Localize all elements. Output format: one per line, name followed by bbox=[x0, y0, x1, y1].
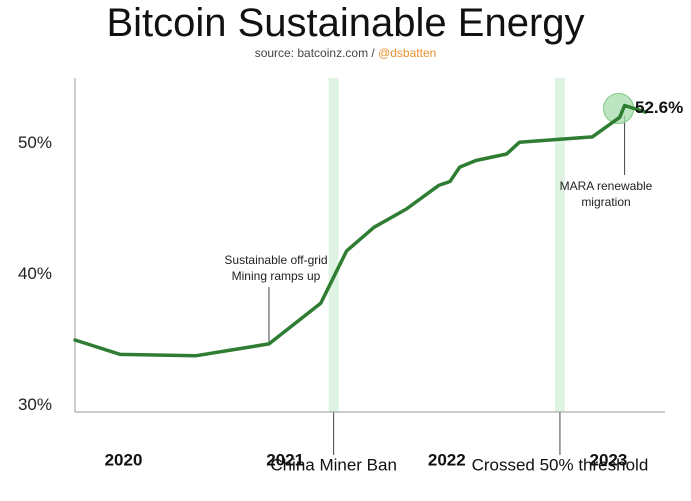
annotation-text: Sustainable off-grid bbox=[224, 253, 327, 267]
x-tick-label: 2020 bbox=[105, 450, 143, 469]
event-band-label: Crossed 50% threshold bbox=[472, 455, 649, 474]
x-tick-label: 2022 bbox=[428, 450, 466, 469]
event-band bbox=[554, 78, 565, 412]
annotation-text: Mining ramps up bbox=[232, 269, 321, 283]
event-band-label: China Miner Ban bbox=[270, 455, 397, 474]
source-prefix: source: batcoinz.com / bbox=[254, 46, 379, 60]
y-tick-label: 40% bbox=[18, 264, 52, 283]
event-band bbox=[328, 78, 339, 412]
chart-title: Bitcoin Sustainable Energy bbox=[106, 1, 585, 45]
chart-source: source: batcoinz.com / @dsbatten bbox=[0, 46, 691, 60]
annotation-text: MARA renewable bbox=[560, 179, 653, 193]
series-line bbox=[73, 103, 648, 358]
source-handle: @dsbatten bbox=[378, 46, 437, 60]
x-tick-label: 2021 bbox=[266, 450, 304, 469]
y-tick-label: 50% bbox=[18, 133, 52, 152]
x-tick-label: 2023 bbox=[590, 450, 628, 469]
annotation-text: migration bbox=[581, 195, 630, 209]
y-tick-label: 30% bbox=[18, 395, 52, 414]
end-value-label: 52.6% bbox=[635, 98, 683, 117]
